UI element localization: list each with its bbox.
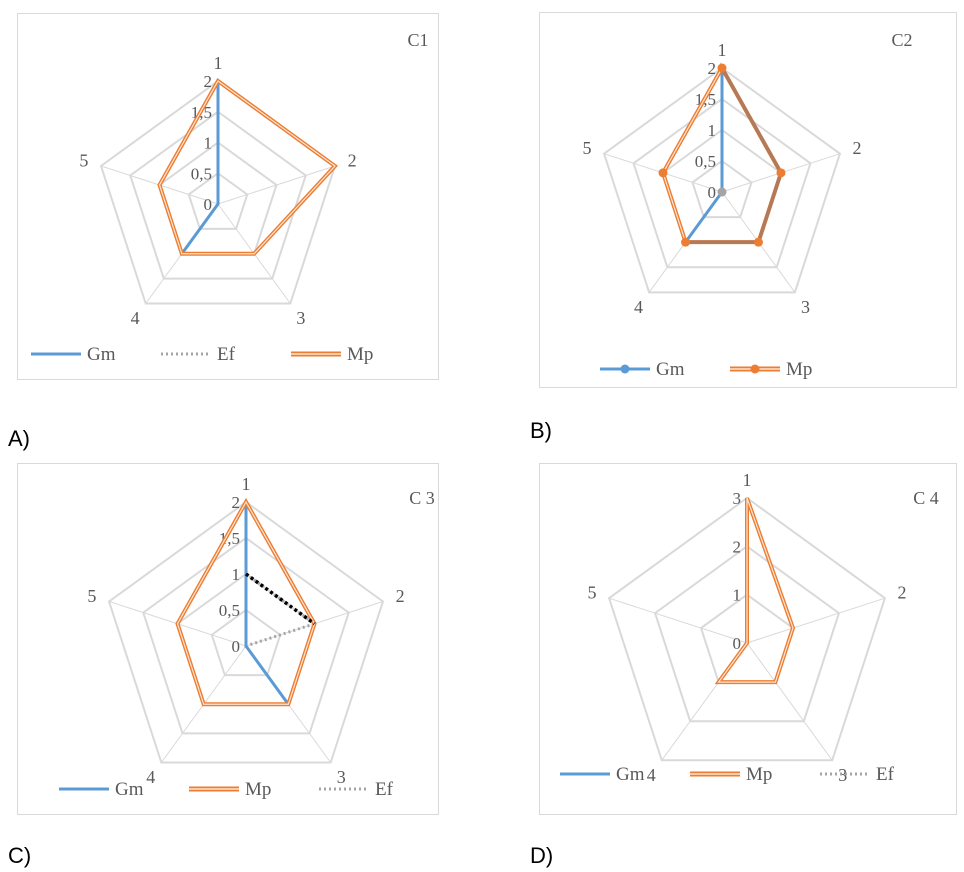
tick-label: 0 — [708, 183, 717, 202]
tick-label: 0,5 — [695, 152, 716, 171]
legend-marker-gm — [620, 364, 630, 374]
series-line-ef — [244, 571, 318, 649]
legend-label-mp: Mp — [786, 359, 812, 380]
legend-label-mp: Mp — [245, 779, 271, 800]
grid-ring — [142, 536, 350, 735]
series-overlap-segment — [756, 172, 783, 243]
category-label-3: 3 — [337, 767, 346, 787]
category-label-2: 2 — [348, 150, 357, 170]
tick-label: 2 — [708, 59, 717, 78]
series-marker-mp — [753, 237, 763, 247]
grid-ring — [632, 97, 812, 269]
grid-ring — [602, 66, 842, 294]
category-label-4: 4 — [146, 767, 155, 787]
category-label-5: 5 — [582, 138, 591, 158]
legend-label-ef: Ef — [217, 344, 236, 365]
legend-label-gm: Gm — [87, 344, 116, 365]
tick-label: 2 — [232, 493, 241, 512]
grid-ring — [653, 545, 841, 723]
tick-label: 1 — [232, 565, 241, 584]
category-label-2: 2 — [853, 138, 862, 158]
series-line-mp — [157, 78, 338, 256]
panel-label-d: D) — [530, 843, 554, 868]
legend-label-gm: Gm — [656, 359, 685, 380]
legend-label-mp: Mp — [746, 764, 772, 785]
grid-spoke — [608, 597, 748, 644]
series-marker-mp — [717, 63, 727, 73]
legend-label-gm: Gm — [115, 779, 144, 800]
grid-ring — [691, 159, 753, 219]
category-label-5: 5 — [587, 583, 596, 603]
legend-label-ef: Ef — [876, 764, 895, 785]
series-line-ef-dark — [244, 572, 316, 626]
category-label-1: 1 — [242, 474, 251, 494]
category-label-1: 1 — [214, 53, 223, 73]
grid-spoke — [746, 642, 833, 761]
series-marker-mp — [681, 237, 691, 247]
tick-label: 0 — [733, 634, 742, 653]
series-marker-mp — [776, 168, 786, 178]
legend-label-mp: Mp — [347, 344, 373, 365]
category-label-3: 3 — [296, 308, 305, 328]
category-label-3: 3 — [838, 765, 847, 785]
panel-label-b: B) — [530, 418, 552, 443]
category-label-4: 4 — [634, 297, 643, 317]
category-label-1: 1 — [718, 40, 727, 60]
tick-label: 0,5 — [219, 601, 240, 620]
legend-marker-mp — [750, 364, 760, 374]
series-line-mp-inner — [717, 497, 794, 683]
grid-ring — [129, 110, 307, 280]
grid-spoke — [217, 165, 336, 205]
chart-panel-c3: 0 0,5 1 1,5 2 1 2 3 4 5 C 3 Gm Mp Ef — [17, 463, 439, 815]
tick-label: 1 — [708, 121, 717, 140]
chart-panel-c2: 0 0,5 1 1,5 2 1 2 3 4 5 C2 Gm Mp — [539, 12, 957, 388]
tick-label: 2 — [204, 72, 213, 91]
legend-label-ef: Ef — [375, 779, 394, 800]
tick-label: 0 — [232, 637, 241, 656]
category-label-3: 3 — [801, 297, 810, 317]
series-marker-mp — [658, 168, 668, 178]
grid-ring — [187, 172, 249, 230]
category-label-5: 5 — [79, 150, 88, 170]
tick-label: 2 — [733, 537, 742, 556]
tick-label: 0 — [204, 195, 213, 214]
category-label-2: 2 — [396, 586, 405, 606]
category-label-4: 4 — [647, 765, 656, 785]
grid-ring — [107, 500, 385, 764]
grid-spoke — [746, 597, 886, 644]
chart-title: C1 — [407, 30, 428, 50]
chart-title: C2 — [891, 30, 912, 50]
panel-label-a: A) — [8, 426, 30, 451]
panel-label-c: C) — [8, 843, 32, 868]
series-line-mp-inner — [158, 80, 336, 255]
grid-ring — [607, 496, 887, 762]
category-label-4: 4 — [131, 308, 140, 328]
legend-label-gm: Gm — [616, 764, 645, 785]
series-overlap-segment — [720, 67, 783, 174]
category-label-5: 5 — [87, 586, 96, 606]
grid-ring — [210, 608, 282, 677]
series-line-mp-inner — [176, 500, 316, 705]
tick-label: 1 — [733, 586, 742, 605]
chart-panel-c1: 0 0,5 1 1,5 2 1 2 3 4 5 C1 Gm Ef Mp — [17, 13, 439, 380]
tick-label: 0,5 — [191, 164, 212, 183]
series-marker-gm — [717, 187, 727, 197]
category-label-2: 2 — [898, 583, 907, 603]
tick-label: 3 — [733, 489, 742, 508]
chart-title: C 3 — [409, 488, 435, 508]
tick-label: 1 — [204, 134, 213, 153]
chart-title: C 4 — [913, 488, 939, 508]
series-line-gm — [244, 502, 290, 706]
category-label-1: 1 — [743, 470, 752, 490]
